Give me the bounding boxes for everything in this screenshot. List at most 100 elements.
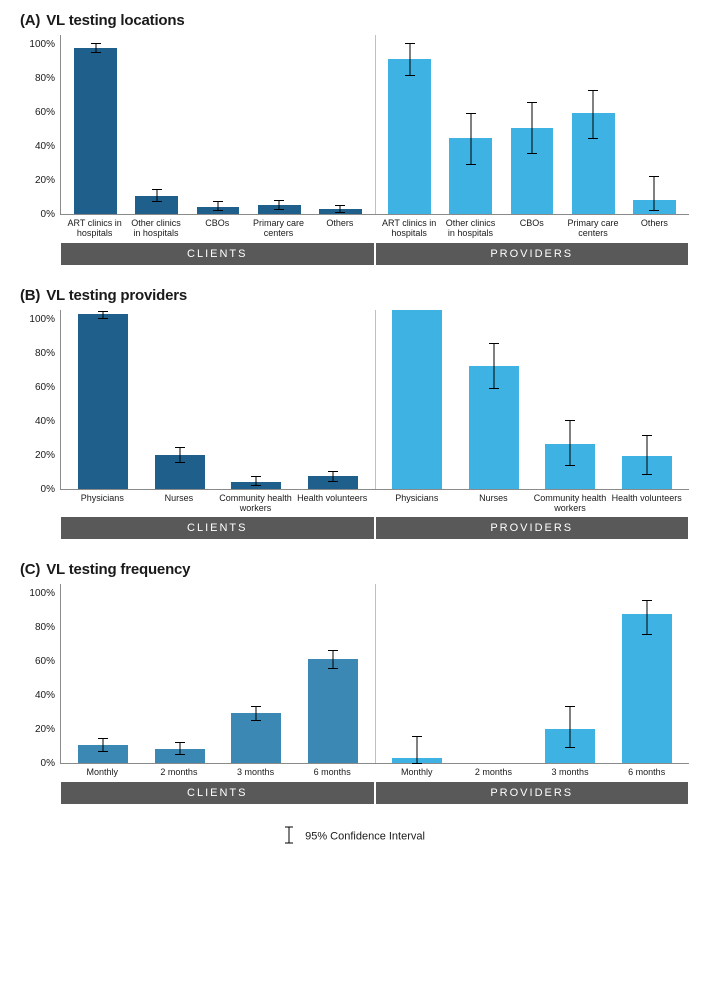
- error-cap-top: [489, 343, 499, 344]
- error-cap-bottom: [649, 210, 659, 211]
- bar-column: [532, 310, 609, 489]
- bar-group-clients: [61, 35, 375, 214]
- x-label-group: PhysiciansNursesCommunity health workers…: [60, 490, 375, 514]
- x-label: Primary care centers: [562, 215, 623, 239]
- error-cap-top: [565, 706, 575, 707]
- bar: [449, 138, 492, 214]
- x-label: 2 months: [141, 764, 218, 777]
- bar: [308, 659, 358, 763]
- error-bar: [470, 113, 471, 163]
- error-cap-top: [328, 471, 338, 472]
- y-tick: 60%: [20, 383, 55, 393]
- bar-column: [310, 35, 371, 214]
- error-cap-bottom: [527, 153, 537, 154]
- bar: [545, 729, 595, 763]
- error-bar: [654, 176, 655, 210]
- bar-group-providers: [375, 35, 689, 214]
- y-tick: 60%: [20, 657, 55, 667]
- y-tick: 20%: [20, 451, 55, 461]
- error-cap-top: [412, 736, 422, 737]
- error-bar: [256, 706, 257, 720]
- panel-tag: (B): [20, 287, 40, 304]
- y-tick: 20%: [20, 725, 55, 735]
- panel-c: (C)VL testing frequency100%80%60%40%20%0…: [20, 561, 689, 803]
- chart-wrap: 100%80%60%40%20%0%: [20, 310, 689, 490]
- error-cap-top: [91, 43, 101, 44]
- error-cap-bottom: [642, 474, 652, 475]
- bar: [74, 48, 117, 214]
- error-cap-top: [251, 706, 261, 707]
- error-cap-bottom: [489, 388, 499, 389]
- y-tick: 40%: [20, 417, 55, 427]
- x-label: Community health workers: [532, 490, 609, 514]
- error-cap-bottom: [588, 138, 598, 139]
- error-cap-top: [527, 102, 537, 103]
- bar-column: [218, 310, 295, 489]
- error-bar: [332, 650, 333, 668]
- bar: [633, 200, 676, 214]
- y-tick: 60%: [20, 108, 55, 118]
- group-label-right: PROVIDERS: [376, 243, 689, 265]
- error-cap-bottom: [175, 462, 185, 463]
- bar: [135, 196, 178, 214]
- x-label-group: PhysiciansNursesCommunity health workers…: [375, 490, 690, 514]
- bar-column: [563, 35, 624, 214]
- error-cap-top: [335, 205, 345, 206]
- legend: 95% Confidence Interval: [20, 826, 689, 847]
- error-cap-top: [152, 189, 162, 190]
- bar: [511, 128, 554, 214]
- panel-b: (B)VL testing providers100%80%60%40%20%0…: [20, 287, 689, 540]
- error-cap-bottom: [213, 210, 223, 211]
- error-cap-bottom: [412, 763, 422, 764]
- error-bar: [179, 447, 180, 461]
- bar: [469, 366, 519, 488]
- bar-column: [142, 310, 219, 489]
- bar: [392, 310, 442, 489]
- bar-group-clients: [61, 310, 375, 489]
- x-label-group: Monthly2 months3 months6 months: [375, 764, 690, 777]
- x-label: Others: [309, 215, 370, 239]
- error-bar: [570, 706, 571, 747]
- group-divider: [375, 35, 376, 214]
- x-label: Primary care centers: [248, 215, 309, 239]
- bar-column: [249, 35, 310, 214]
- error-bar: [218, 201, 219, 210]
- error-cap-top: [175, 447, 185, 448]
- bar-column: [501, 35, 562, 214]
- bar-column: [218, 584, 295, 763]
- error-bar: [332, 471, 333, 482]
- error-cap-top: [251, 476, 261, 477]
- x-label: ART clinics in hospitals: [379, 215, 440, 239]
- x-label: Physicians: [64, 490, 141, 514]
- legend-text: 95% Confidence Interval: [305, 830, 425, 842]
- y-tick: 80%: [20, 349, 55, 359]
- group-divider: [375, 584, 376, 763]
- error-cap-bottom: [251, 720, 261, 721]
- error-cap-bottom: [91, 52, 101, 53]
- bar-column: [440, 35, 501, 214]
- plot-area: [60, 310, 689, 490]
- panel-tag: (C): [20, 561, 40, 578]
- error-cap-top: [466, 113, 476, 114]
- x-label: 6 months: [608, 764, 685, 777]
- error-bar: [103, 311, 104, 318]
- plot-area: [60, 584, 689, 764]
- x-label: 3 months: [217, 764, 294, 777]
- group-label-right: PROVIDERS: [376, 782, 689, 804]
- panel-title: (A)VL testing locations: [20, 12, 689, 29]
- error-cap-bottom: [466, 164, 476, 165]
- bar: [155, 749, 205, 763]
- error-cap-top: [98, 311, 108, 312]
- error-cap-top: [649, 176, 659, 177]
- bar-column: [379, 584, 456, 763]
- error-cap-top: [588, 90, 598, 91]
- bar-column: [65, 35, 126, 214]
- group-divider: [375, 310, 376, 489]
- bar-column: [609, 310, 686, 489]
- x-label: Monthly: [64, 764, 141, 777]
- panel-title-text: VL testing providers: [46, 287, 187, 304]
- error-cap-bottom: [565, 747, 575, 748]
- x-label-group: ART clinics in hospitalsOther clinics in…: [60, 215, 375, 239]
- error-cap-bottom: [98, 751, 108, 752]
- error-bar: [95, 43, 96, 52]
